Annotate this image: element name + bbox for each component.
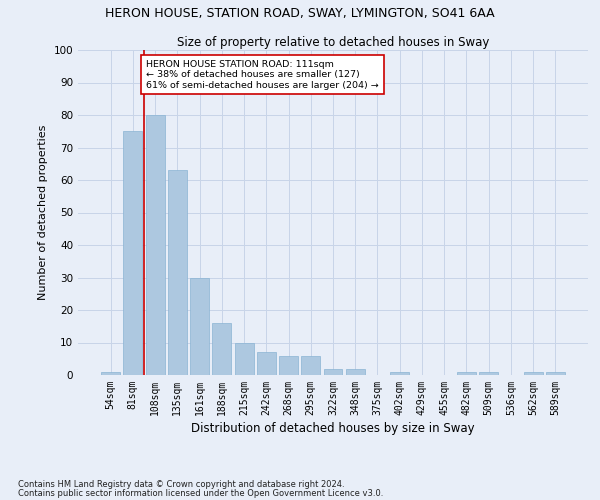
Bar <box>279 356 298 375</box>
Bar <box>390 372 409 375</box>
Bar <box>346 368 365 375</box>
Bar <box>323 368 343 375</box>
Text: HERON HOUSE STATION ROAD: 111sqm
← 38% of detached houses are smaller (127)
61% : HERON HOUSE STATION ROAD: 111sqm ← 38% o… <box>146 60 379 90</box>
Bar <box>146 115 164 375</box>
Bar <box>168 170 187 375</box>
Bar <box>546 372 565 375</box>
Bar <box>479 372 498 375</box>
Bar <box>524 372 542 375</box>
Title: Size of property relative to detached houses in Sway: Size of property relative to detached ho… <box>177 36 489 49</box>
Bar <box>212 323 231 375</box>
Bar <box>235 342 254 375</box>
X-axis label: Distribution of detached houses by size in Sway: Distribution of detached houses by size … <box>191 422 475 435</box>
Bar <box>301 356 320 375</box>
Bar <box>124 131 142 375</box>
Bar <box>101 372 120 375</box>
Bar <box>457 372 476 375</box>
Y-axis label: Number of detached properties: Number of detached properties <box>38 125 48 300</box>
Text: Contains public sector information licensed under the Open Government Licence v3: Contains public sector information licen… <box>18 488 383 498</box>
Text: Contains HM Land Registry data © Crown copyright and database right 2024.: Contains HM Land Registry data © Crown c… <box>18 480 344 489</box>
Bar <box>190 278 209 375</box>
Text: HERON HOUSE, STATION ROAD, SWAY, LYMINGTON, SO41 6AA: HERON HOUSE, STATION ROAD, SWAY, LYMINGT… <box>105 8 495 20</box>
Bar <box>257 352 276 375</box>
